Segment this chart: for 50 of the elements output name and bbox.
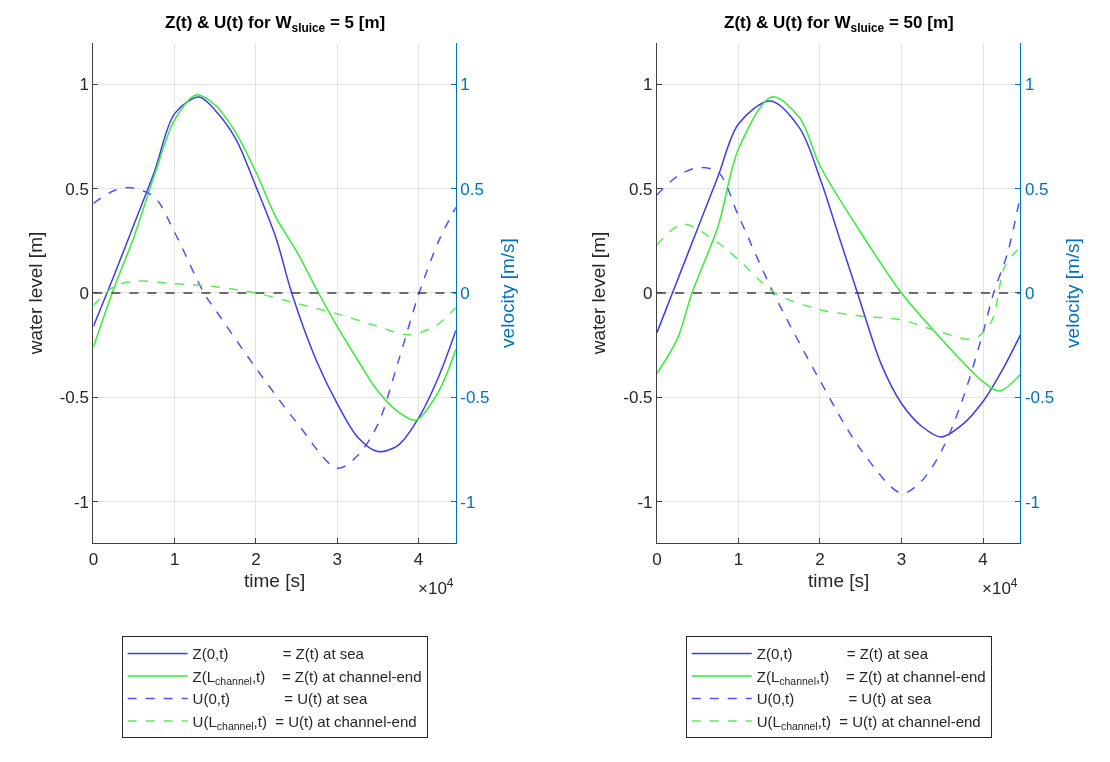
y2-tick-label: 0 <box>1024 283 1035 303</box>
x-tick-label: 4 <box>413 549 424 569</box>
y-tick-label: -0.5 <box>59 388 89 408</box>
legend-label: Z(0,t) = Z(t) at sea <box>192 645 365 663</box>
y-tick-label: -1 <box>637 492 653 512</box>
chart-title: Z(t) & U(t) for W$_{sluice}$ = 50 [m] <box>724 13 954 35</box>
x-axis-title: time [s] <box>808 569 870 591</box>
x-tick-label: 1 <box>169 549 180 569</box>
x-tick-label: 2 <box>815 549 825 569</box>
text: ×10$^{4}$ <box>418 576 454 599</box>
y2-tick-label: -1 <box>460 492 476 512</box>
y2-tick-label: -0.5 <box>1024 388 1055 408</box>
chart-title: Z(t) & U(t) for W$_{sluice}$ = 5 [m] <box>165 13 386 35</box>
x-tick-label: 3 <box>332 549 342 569</box>
y2-axis-title: velocity [m/s] <box>1061 238 1083 348</box>
y-tick-label: 1 <box>79 75 89 95</box>
text: ×10$^{4}$ <box>982 576 1018 599</box>
y-tick-label: 0.5 <box>65 179 89 199</box>
x-tick-label: 1 <box>733 549 744 569</box>
y-tick-label: 1 <box>643 75 653 95</box>
line-series <box>656 166 1021 494</box>
y-tick-label: 0.5 <box>628 179 653 199</box>
y-tick-label: -0.5 <box>623 388 653 408</box>
x-tick-label: 4 <box>978 549 988 569</box>
legend-label: Z(L$_{channel}$,t) = Z(t) at channel-end <box>192 667 422 688</box>
legend-label: Z(L$_{channel}$,t) = Z(t) at channel-end <box>756 667 986 688</box>
legend-label: U(L$_{channel}$,t) = U(t) at channel-end <box>756 712 981 733</box>
x-tick-label: 2 <box>251 549 261 569</box>
y2-tick-label: -1 <box>1024 492 1041 512</box>
y2-tick-label: 1 <box>460 75 470 95</box>
y-axis-title: water level [m] <box>588 231 610 356</box>
y2-tick-label: 0.5 <box>1024 179 1049 199</box>
legend-label: U(0,t) = U(t) at sea <box>192 690 368 708</box>
y2-tick-label: 1 <box>1024 75 1035 95</box>
y-tick-label: 0 <box>643 283 653 303</box>
line-series <box>656 223 1021 341</box>
y2-axis-title: velocity [m/s] <box>497 238 519 348</box>
y-tick-label: 0 <box>79 283 89 303</box>
legend-label: Z(0,t) = Z(t) at sea <box>756 645 929 663</box>
y2-tick-label: -0.5 <box>460 388 490 408</box>
x-axis-title: time [s] <box>244 569 306 591</box>
legend-label: U(L$_{channel}$,t) = U(t) at channel-end <box>192 712 417 733</box>
line-series <box>93 280 456 336</box>
y-axis-title: water level [m] <box>24 231 46 356</box>
x-tick-label: 3 <box>896 549 907 569</box>
legend-label: U(0,t) = U(t) at sea <box>756 690 932 708</box>
line-series <box>93 186 456 469</box>
y-tick-label: -1 <box>73 492 89 512</box>
y2-tick-label: 0.5 <box>460 179 484 199</box>
y2-tick-label: 0 <box>460 283 470 303</box>
